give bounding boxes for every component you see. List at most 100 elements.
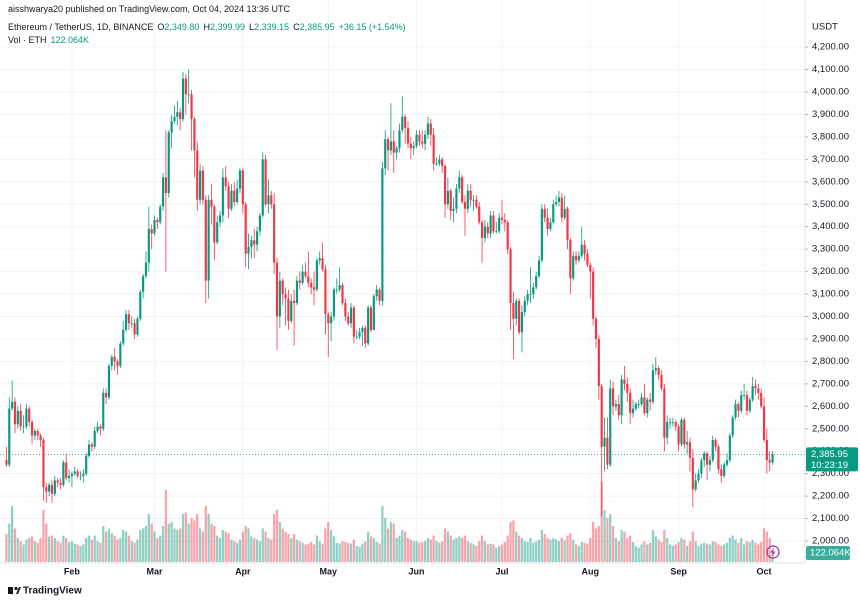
last-price-box — [806, 447, 858, 472]
volume-bar — [660, 542, 663, 562]
y-tick-label: 2,900.00 — [812, 333, 849, 344]
candle-body — [432, 134, 435, 164]
volume-bar — [592, 522, 595, 562]
candle-body — [273, 204, 276, 263]
volume-bar — [421, 542, 424, 562]
volume-bar — [492, 544, 495, 562]
volume-bar — [589, 538, 592, 562]
candle-body — [378, 289, 381, 301]
candle-body — [594, 318, 598, 339]
candle-body — [748, 399, 751, 411]
y-tick-label: 2,800.00 — [812, 356, 849, 367]
volume-bar — [529, 538, 532, 562]
volume-bar — [728, 538, 731, 562]
candle-body — [637, 404, 640, 405]
volume-bar — [161, 526, 165, 562]
volume-bar — [754, 542, 757, 562]
candle-body — [429, 123, 432, 135]
volume-bar — [70, 541, 74, 562]
legend-header: aisshwarya20 published on TradingView.co… — [8, 3, 406, 48]
ohlc: H2,399.99 — [203, 21, 245, 35]
volume-bar — [441, 541, 444, 562]
candle-body — [369, 307, 373, 330]
candle-body — [500, 217, 504, 220]
volume-bar — [127, 535, 131, 562]
volume-bar — [614, 538, 618, 562]
x-tick-label: Aug — [582, 566, 600, 576]
volume-bar — [435, 541, 438, 562]
volume-bar — [321, 543, 324, 562]
volume-bar — [358, 546, 361, 562]
candle-body — [697, 473, 700, 481]
candle-body — [290, 300, 293, 322]
ohlc-label: O — [157, 21, 165, 32]
candle-body — [435, 163, 438, 165]
candle-body — [649, 399, 652, 402]
volume-bar — [503, 542, 506, 562]
candle-body — [281, 280, 284, 295]
x-tick-label: Jul — [495, 566, 508, 576]
volume-bar — [315, 535, 319, 562]
volume-bar — [147, 514, 150, 562]
volume-bar — [292, 534, 296, 562]
candle-body — [717, 446, 720, 470]
volume-bar — [204, 506, 207, 562]
candle-body — [720, 469, 723, 476]
y-tick-label: 3,000.00 — [812, 311, 849, 322]
candle-body — [441, 159, 444, 167]
volume-bar — [705, 543, 709, 562]
candle-body — [395, 148, 398, 153]
candle-body — [509, 249, 512, 304]
volume-bar — [711, 541, 714, 562]
candle-body — [352, 307, 355, 337]
volume-bar — [426, 538, 430, 562]
volume-bar — [680, 538, 683, 562]
candle-body — [418, 134, 421, 142]
volume-bar — [495, 547, 498, 562]
candle-body — [677, 426, 680, 445]
candle-body — [392, 141, 395, 153]
candle-body — [409, 143, 412, 149]
volume-bar — [392, 523, 395, 562]
volume-bar — [765, 531, 769, 562]
y-tick-label: 2,200.00 — [812, 491, 849, 502]
candle-body — [241, 170, 244, 205]
candle-body — [107, 365, 111, 398]
volume-bar — [90, 539, 94, 562]
candle-body — [87, 444, 91, 456]
candle-body — [5, 460, 8, 465]
candle-body — [224, 177, 227, 187]
volume-bar — [364, 541, 367, 562]
volume-bar — [39, 538, 42, 562]
candle-body — [583, 244, 586, 254]
volume-bar — [594, 528, 598, 562]
candle-body — [626, 383, 629, 393]
volume-bar — [349, 543, 353, 562]
volume-bar — [372, 538, 375, 562]
candle-body — [518, 300, 521, 333]
candle-body — [264, 159, 267, 205]
candle-body — [53, 480, 56, 494]
candle-body — [609, 388, 612, 465]
volume-bar — [36, 542, 39, 562]
volume-bar — [611, 526, 615, 562]
candle-body — [446, 190, 449, 205]
y-tick-label: 2,500.00 — [812, 423, 849, 434]
ohlc-value: 2,399.99 — [209, 21, 245, 32]
candle-body — [127, 314, 130, 324]
volume-bar — [104, 531, 108, 562]
candle-body — [643, 397, 646, 414]
candle-body — [28, 408, 31, 423]
candle-body — [193, 118, 196, 151]
y-tick-label: 4,100.00 — [812, 64, 849, 75]
candle-body — [221, 177, 224, 216]
candle-body — [45, 487, 48, 492]
volume-bar — [751, 539, 754, 562]
volume-bar — [181, 514, 185, 562]
volume-bar — [187, 523, 190, 562]
logo-shape — [8, 587, 13, 594]
y-tick-label: 3,100.00 — [812, 289, 849, 300]
volume-bar — [455, 538, 458, 562]
candle-body — [731, 417, 734, 436]
volume-bar — [566, 535, 569, 562]
